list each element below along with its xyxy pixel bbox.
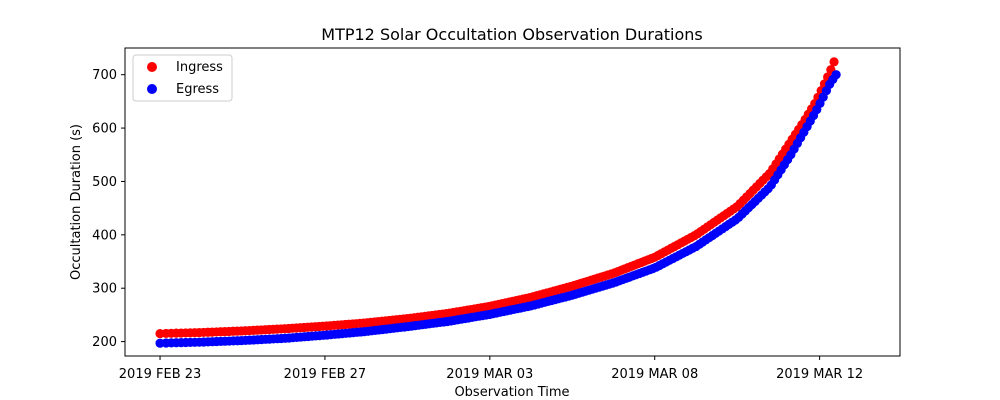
series-ingress <box>155 57 839 339</box>
series-egress <box>155 70 841 348</box>
legend-marker-egress <box>147 84 157 94</box>
legend-marker-ingress <box>147 62 157 72</box>
legend: Ingress Egress <box>132 54 233 102</box>
x-tick-label: 2019 FEB 27 <box>284 367 367 382</box>
plot-area <box>155 57 841 348</box>
legend-label-egress: Egress <box>176 82 219 97</box>
chart-title: MTP12 Solar Occultation Observation Dura… <box>321 25 702 44</box>
x-tick-label: 2019 FEB 23 <box>119 367 202 382</box>
x-axis: 2019 FEB 23 2019 FEB 27 2019 MAR 03 2019 MA… <box>119 356 863 382</box>
y-tick-label: 300 <box>92 282 117 297</box>
legend-box <box>132 54 233 102</box>
y-tick-label: 600 <box>92 122 117 137</box>
y-tick-label: 200 <box>92 335 117 350</box>
y-axis-label: Occultation Duration (s) <box>69 124 84 280</box>
legend-label-ingress: Ingress <box>176 60 223 75</box>
data-point-ingress <box>829 57 839 67</box>
x-tick-label: 2019 MAR 08 <box>611 367 698 382</box>
y-tick-label: 700 <box>92 68 117 83</box>
y-tick-label: 400 <box>92 228 117 243</box>
x-tick-label: 2019 MAR 03 <box>446 367 533 382</box>
y-tick-label: 500 <box>92 175 117 190</box>
x-axis-label: Observation Time <box>454 385 569 400</box>
y-axis: 200 300 400 500 600 700 <box>92 68 125 350</box>
data-point-egress <box>831 70 841 80</box>
plot-frame <box>124 47 901 357</box>
x-tick-label: 2019 MAR 12 <box>776 367 863 382</box>
